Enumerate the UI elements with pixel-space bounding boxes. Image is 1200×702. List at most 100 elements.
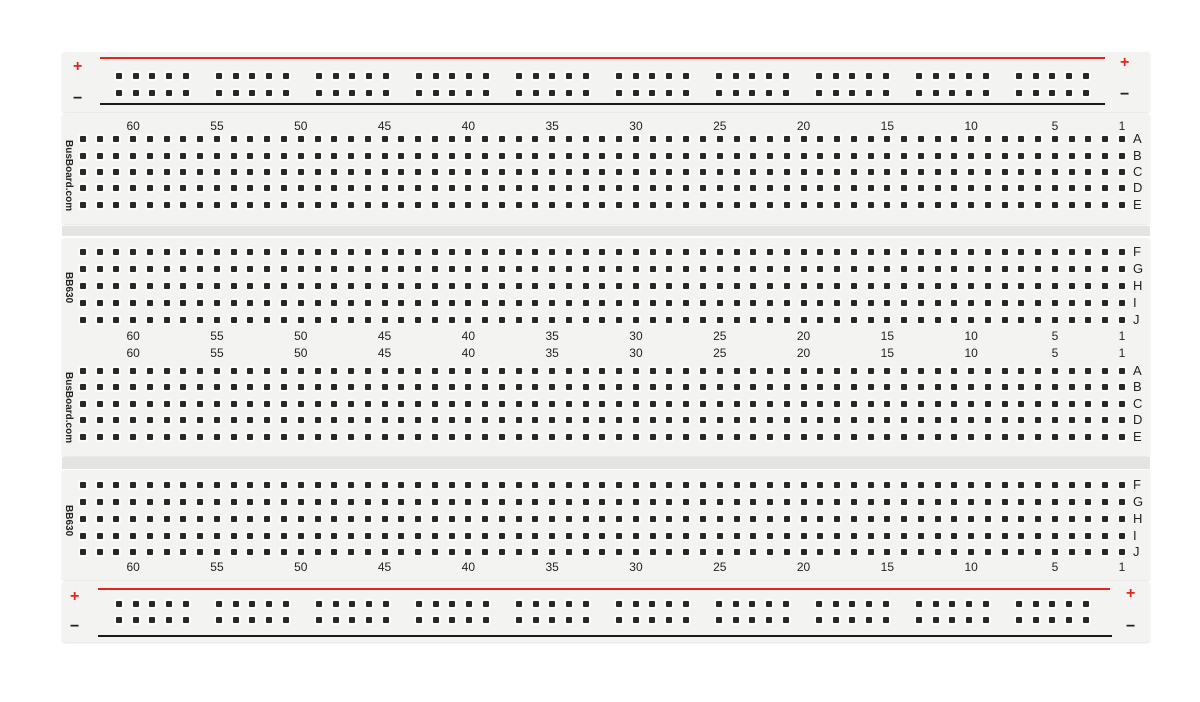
terminal-hole[interactable] [230, 185, 237, 191]
terminal-hole[interactable] [348, 202, 355, 208]
terminal-hole[interactable] [281, 266, 287, 272]
terminal-hole[interactable] [850, 185, 857, 191]
power-rail-hole[interactable] [132, 601, 139, 607]
terminal-hole[interactable] [1119, 401, 1125, 407]
terminal-hole[interactable] [1119, 136, 1125, 142]
terminal-hole[interactable] [515, 401, 522, 407]
power-rail-hole[interactable] [216, 73, 222, 79]
power-rail-hole[interactable] [166, 601, 173, 607]
power-rail-hole[interactable] [332, 73, 339, 79]
terminal-hole[interactable] [398, 384, 405, 390]
power-rail-hole[interactable] [382, 601, 389, 607]
power-rail-hole[interactable] [232, 73, 239, 79]
terminal-hole[interactable] [1051, 153, 1058, 159]
terminal-hole[interactable] [498, 533, 505, 539]
terminal-hole[interactable] [130, 401, 137, 407]
terminal-hole[interactable] [532, 317, 539, 323]
terminal-hole[interactable] [146, 516, 153, 522]
terminal-hole[interactable] [297, 401, 304, 407]
terminal-hole[interactable] [465, 516, 472, 522]
terminal-hole[interactable] [331, 533, 338, 539]
terminal-hole[interactable] [1001, 300, 1008, 306]
terminal-hole[interactable] [113, 482, 120, 488]
terminal-hole[interactable] [1018, 401, 1025, 407]
terminal-hole[interactable] [113, 202, 120, 208]
power-rail-hole[interactable] [916, 90, 922, 96]
power-rail-hole[interactable] [782, 90, 789, 96]
terminal-hole[interactable] [1119, 266, 1125, 272]
terminal-hole[interactable] [213, 533, 220, 539]
terminal-hole[interactable] [498, 417, 505, 423]
terminal-hole[interactable] [515, 300, 522, 306]
power-rail-hole[interactable] [966, 617, 973, 623]
power-rail-hole[interactable] [966, 73, 973, 79]
terminal-hole[interactable] [331, 169, 338, 175]
terminal-hole[interactable] [146, 300, 153, 306]
terminal-hole[interactable] [297, 266, 304, 272]
terminal-hole[interactable] [297, 202, 304, 208]
power-rail-hole[interactable] [666, 601, 673, 607]
power-rail-hole[interactable] [366, 73, 373, 79]
power-rail-hole[interactable] [1082, 90, 1089, 96]
power-rail-hole[interactable] [416, 73, 422, 79]
terminal-hole[interactable] [968, 417, 975, 423]
terminal-hole[interactable] [901, 401, 908, 407]
terminal-hole[interactable] [783, 136, 790, 142]
terminal-hole[interactable] [951, 434, 958, 440]
terminal-hole[interactable] [364, 249, 371, 255]
terminal-hole[interactable] [817, 549, 824, 555]
terminal-hole[interactable] [917, 300, 924, 306]
terminal-hole[interactable] [700, 516, 706, 522]
terminal-hole[interactable] [683, 384, 690, 390]
terminal-hole[interactable] [398, 169, 405, 175]
power-rail-hole[interactable] [1066, 73, 1073, 79]
terminal-hole[interactable] [197, 283, 204, 289]
terminal-hole[interactable] [264, 153, 271, 159]
terminal-hole[interactable] [984, 317, 991, 323]
terminal-hole[interactable] [498, 300, 505, 306]
terminal-hole[interactable] [700, 368, 706, 374]
terminal-hole[interactable] [599, 202, 606, 208]
terminal-hole[interactable] [683, 317, 690, 323]
terminal-hole[interactable] [314, 169, 321, 175]
power-rail-hole[interactable] [866, 601, 873, 607]
terminal-hole[interactable] [800, 185, 807, 191]
terminal-hole[interactable] [850, 136, 857, 142]
terminal-hole[interactable] [968, 153, 975, 159]
terminal-hole[interactable] [783, 185, 790, 191]
power-rail-hole[interactable] [382, 90, 389, 96]
terminal-hole[interactable] [984, 300, 991, 306]
terminal-hole[interactable] [834, 249, 841, 255]
terminal-hole[interactable] [901, 384, 908, 390]
power-rail-hole[interactable] [749, 73, 756, 79]
terminal-hole[interactable] [163, 533, 170, 539]
power-rail-hole[interactable] [949, 73, 956, 79]
power-rail-hole[interactable] [249, 617, 256, 623]
terminal-hole[interactable] [79, 533, 86, 539]
terminal-hole[interactable] [616, 185, 623, 191]
terminal-hole[interactable] [482, 266, 489, 272]
terminal-hole[interactable] [616, 549, 623, 555]
terminal-hole[interactable] [733, 317, 740, 323]
terminal-hole[interactable] [582, 368, 589, 374]
terminal-hole[interactable] [415, 499, 422, 505]
terminal-hole[interactable] [917, 533, 924, 539]
terminal-hole[interactable] [867, 266, 874, 272]
terminal-hole[interactable] [917, 169, 924, 175]
terminal-hole[interactable] [532, 384, 539, 390]
terminal-hole[interactable] [1051, 401, 1058, 407]
terminal-hole[interactable] [951, 202, 958, 208]
power-rail-hole[interactable] [566, 90, 573, 96]
terminal-hole[interactable] [264, 482, 271, 488]
terminal-hole[interactable] [968, 317, 975, 323]
terminal-hole[interactable] [381, 283, 388, 289]
terminal-hole[interactable] [1119, 317, 1125, 323]
terminal-hole[interactable] [448, 266, 455, 272]
terminal-hole[interactable] [130, 482, 137, 488]
terminal-hole[interactable] [331, 202, 338, 208]
terminal-hole[interactable] [230, 202, 237, 208]
terminal-hole[interactable] [1001, 533, 1008, 539]
terminal-hole[interactable] [230, 499, 237, 505]
terminal-hole[interactable] [917, 153, 924, 159]
terminal-hole[interactable] [934, 516, 941, 522]
